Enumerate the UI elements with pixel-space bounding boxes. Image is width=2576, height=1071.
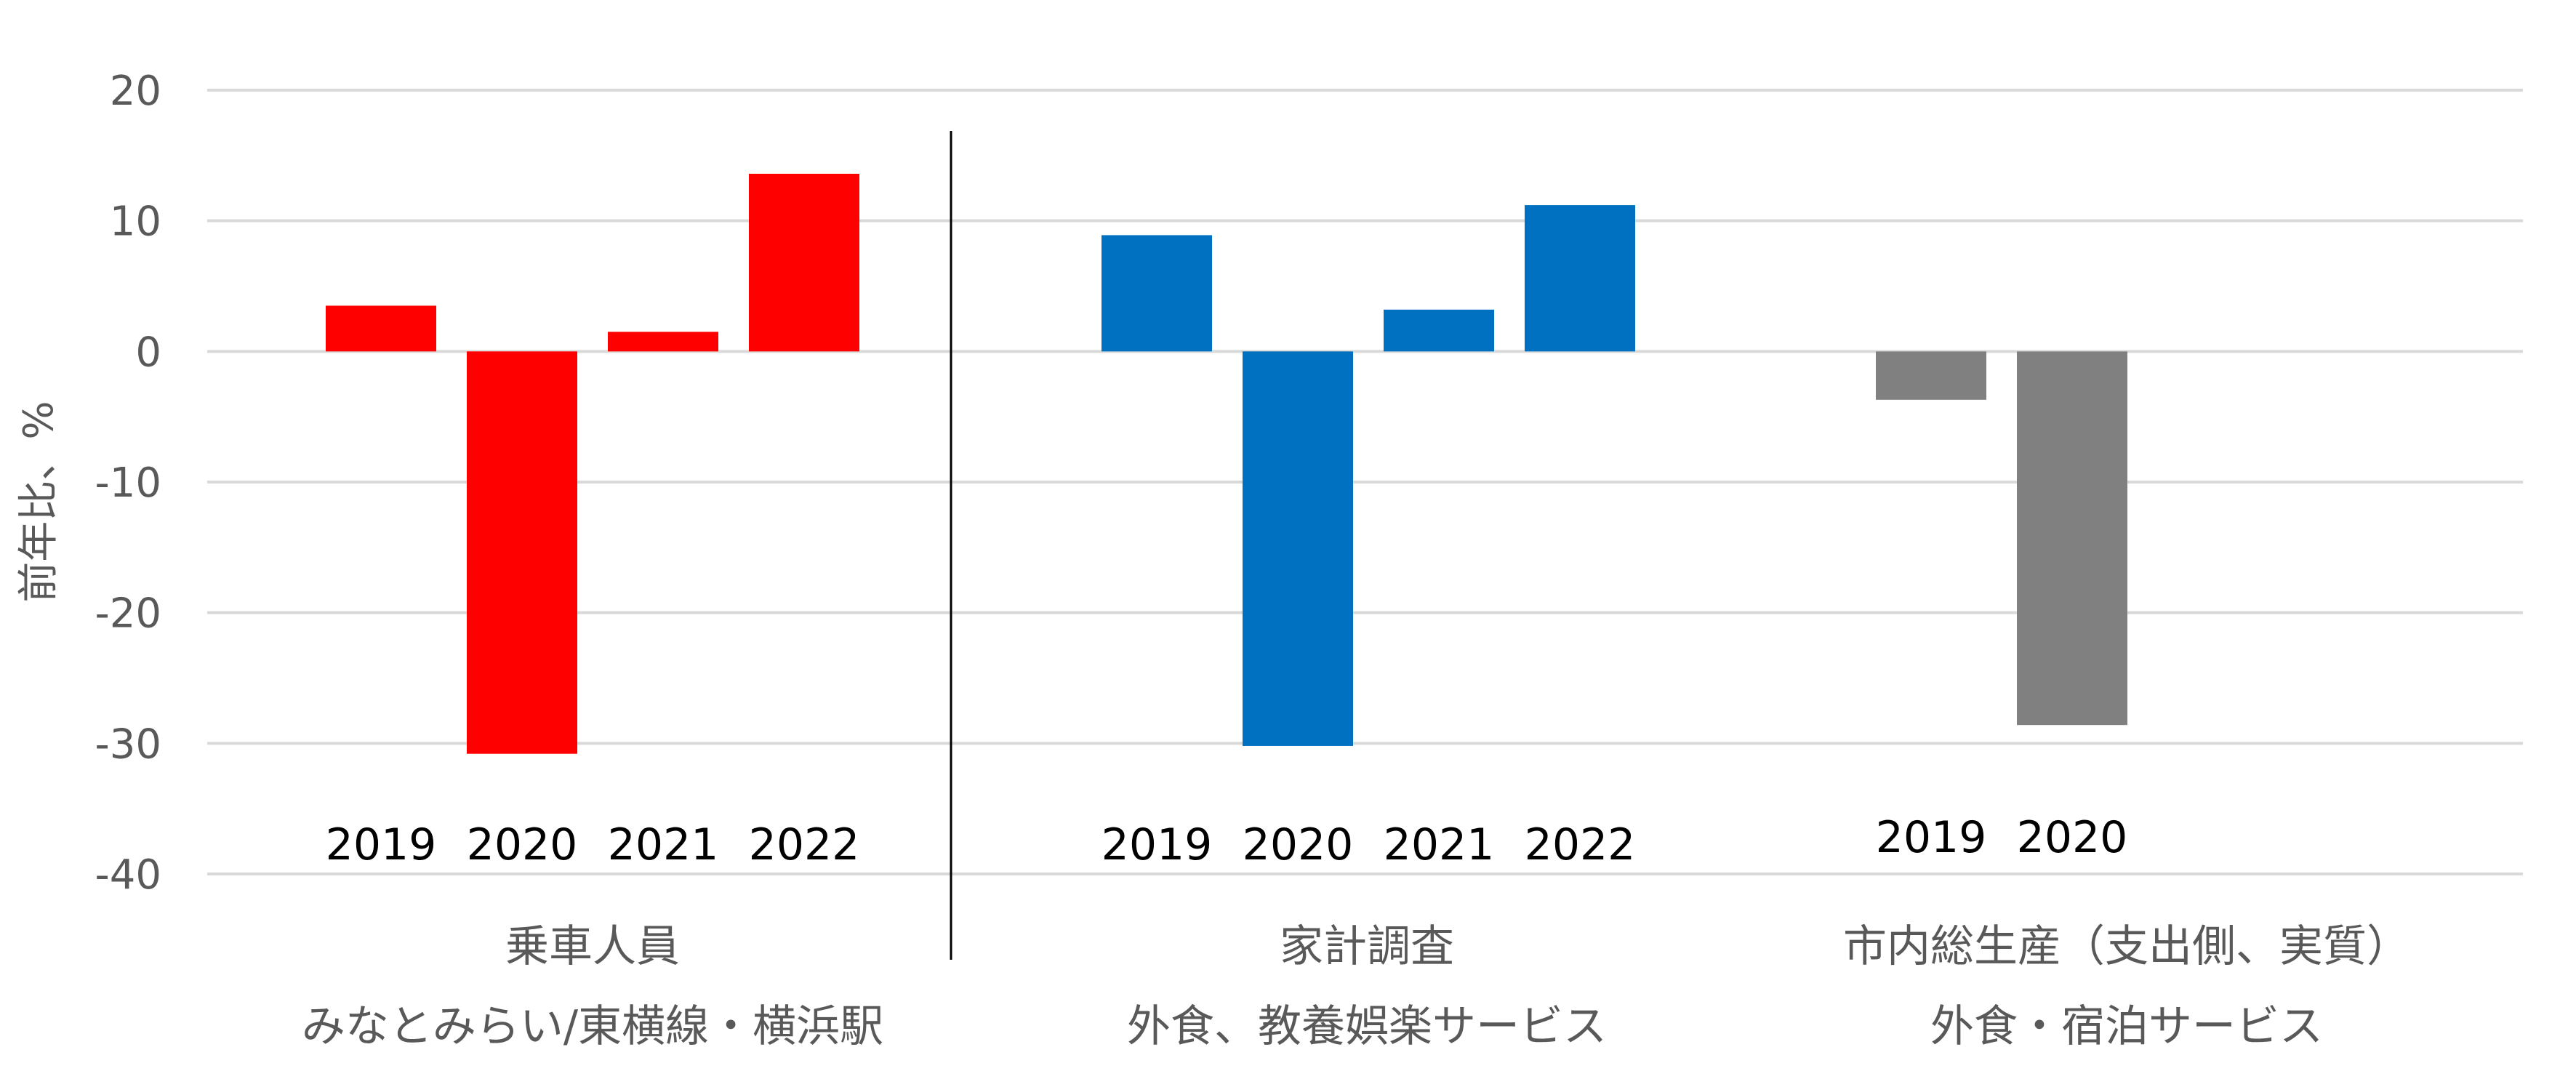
y-tick-label: 10 xyxy=(110,198,161,246)
y-axis-label: 前年比、% xyxy=(15,401,63,602)
group-1-title-line2: みなとみらい/東横線・横浜駅 xyxy=(302,1001,883,1052)
y-tick-label: -10 xyxy=(95,460,161,507)
bar xyxy=(1525,205,1635,352)
bar xyxy=(1876,351,1986,400)
year-labels: 2019 2020 2021 2022 2019 2020 2021 2022 2019 2020 xyxy=(326,812,2128,870)
group-2-title-line1: 家計調査 xyxy=(1280,921,1454,972)
group-1-title-line1: 乗車人員 xyxy=(505,921,680,972)
bar xyxy=(1102,235,1212,352)
y-tick-label: -40 xyxy=(95,851,161,899)
group-3-title-line1: 市内総生産（支出側、実質） xyxy=(1843,921,2410,972)
y-tick-label: -30 xyxy=(95,721,161,768)
bar xyxy=(2017,351,2127,726)
y-axis-ticks: 20 10 0 -10 -20 -30 -40 xyxy=(95,68,161,899)
bar xyxy=(749,173,859,352)
bar xyxy=(608,332,718,352)
x-tick-label: 2022 xyxy=(749,819,860,870)
x-tick-label: 2019 xyxy=(326,819,437,870)
x-tick-label: 2019 xyxy=(1102,819,1213,870)
x-tick-label: 2019 xyxy=(1876,812,1987,863)
group-3-title-line2: 外食・宿泊サービス xyxy=(1930,1001,2323,1052)
x-tick-label: 2021 xyxy=(608,819,719,870)
y-tick-label: -20 xyxy=(95,590,161,638)
bar xyxy=(326,305,436,352)
bar xyxy=(467,351,577,754)
x-tick-label: 2020 xyxy=(467,819,578,870)
bar xyxy=(1384,309,1494,352)
y-tick-label: 20 xyxy=(110,68,161,115)
bar xyxy=(1243,351,1353,746)
x-tick-label: 2021 xyxy=(1384,819,1495,870)
y-tick-label: 0 xyxy=(135,329,161,376)
x-tick-label: 2020 xyxy=(1243,819,1354,870)
bars xyxy=(326,173,2127,754)
gridlines xyxy=(207,89,2523,875)
x-tick-label: 2020 xyxy=(2017,812,2128,863)
x-tick-label: 2022 xyxy=(1525,819,1636,870)
group-2-title-line2: 外食、教養娯楽サービス xyxy=(1127,1001,1607,1052)
